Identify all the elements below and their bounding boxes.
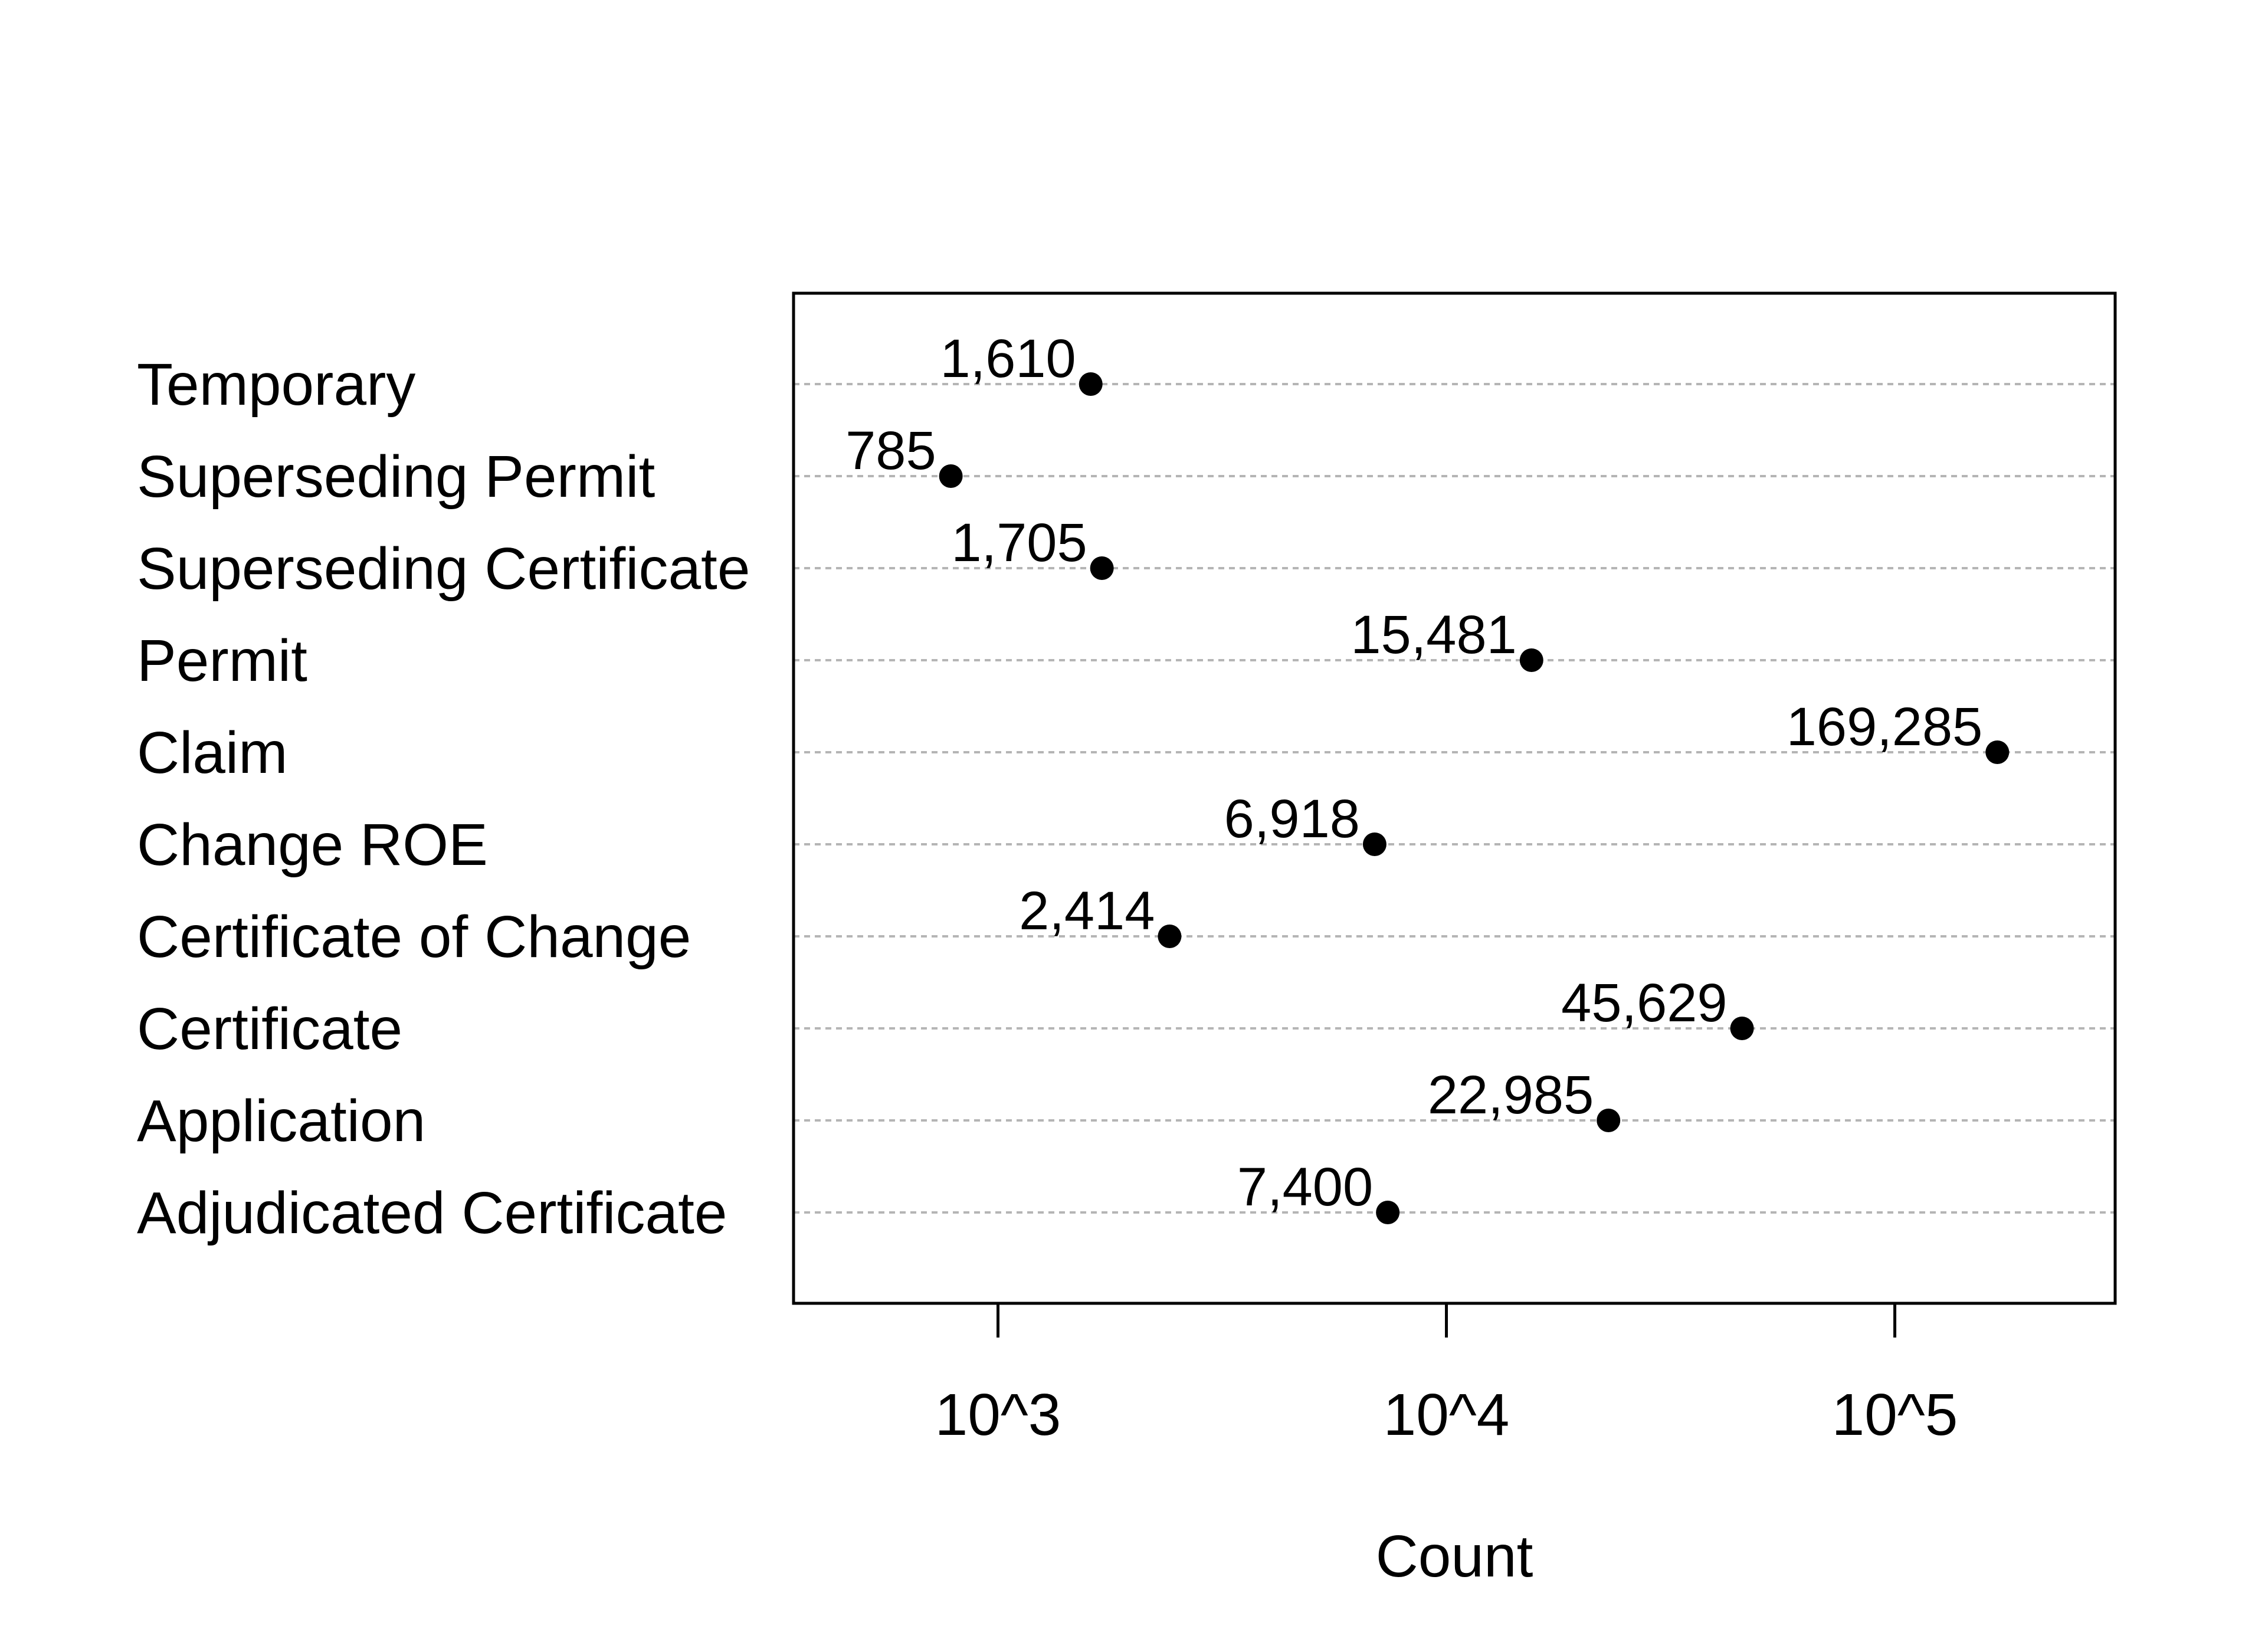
x-axis-title: Count	[1376, 1523, 1533, 1589]
data-label: 45,629	[1561, 973, 1727, 1033]
data-label: 15,481	[1351, 605, 1516, 665]
category-label: Certificate	[137, 996, 402, 1062]
data-point	[1519, 648, 1543, 672]
category-label: Temporary	[137, 352, 415, 418]
data-points	[939, 372, 2010, 1224]
category-label: Superseding Certificate	[137, 536, 750, 602]
category-label: Claim	[137, 720, 288, 786]
category-label: Superseding Permit	[137, 444, 655, 510]
data-point	[1376, 1201, 1400, 1224]
data-label: 785	[845, 421, 936, 481]
data-point	[1158, 925, 1182, 948]
x-axis: 10^3 10^4 10^5	[935, 1303, 1958, 1448]
data-label: 7,400	[1237, 1157, 1373, 1217]
data-label: 22,985	[1428, 1065, 1594, 1125]
data-point	[1730, 1017, 1754, 1040]
category-label: Certificate of Change	[137, 904, 691, 970]
data-point	[1079, 372, 1103, 396]
data-point	[1985, 740, 2010, 764]
gridlines	[794, 383, 2115, 1214]
x-tick-label: 10^5	[1832, 1382, 1958, 1448]
category-label: Adjudicated Certificate	[137, 1180, 727, 1246]
category-label: Permit	[137, 628, 307, 694]
x-tick-label: 10^4	[1384, 1382, 1510, 1448]
data-label: 1,610	[940, 329, 1076, 389]
plot-frame	[792, 291, 2117, 1305]
data-label: 1,705	[951, 513, 1087, 573]
x-tick-label: 10^3	[935, 1382, 1061, 1448]
category-label: Application	[137, 1088, 425, 1154]
data-label: 6,918	[1224, 789, 1360, 849]
data-label: 2,414	[1019, 881, 1155, 941]
category-labels: Temporary Superseding Permit Superseding C…	[137, 352, 750, 1246]
data-point	[1090, 556, 1114, 580]
data-point	[939, 464, 963, 488]
data-label: 169,285	[1787, 697, 1983, 757]
data-point	[1597, 1109, 1621, 1132]
data-point	[1362, 832, 1386, 856]
category-label: Change ROE	[137, 812, 488, 878]
